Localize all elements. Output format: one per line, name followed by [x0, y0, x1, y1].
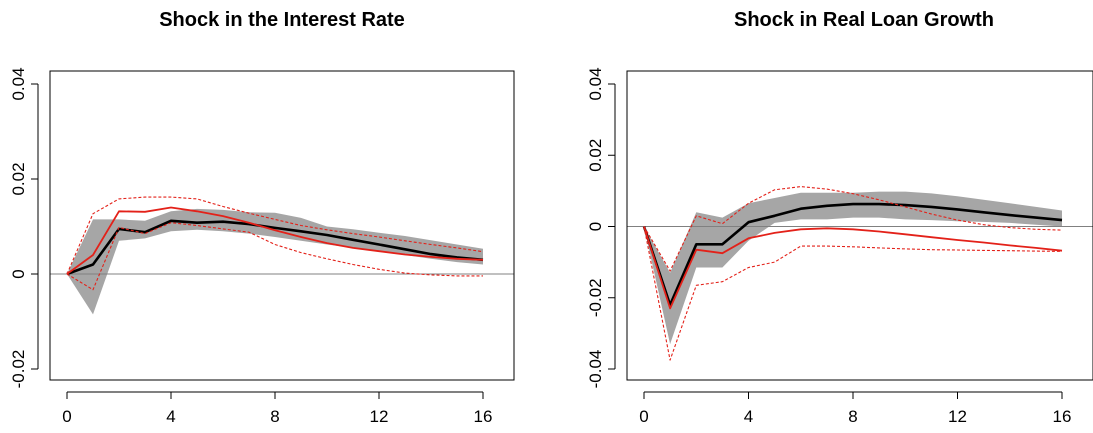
x-tick-label: 0 — [639, 407, 648, 426]
series-line-median — [642, 202, 1063, 307]
y-tick-label: 0.02 — [9, 162, 28, 195]
series-line-alt-lower — [66, 222, 483, 291]
plot-frame — [49, 70, 515, 381]
y-tick-label: -0.04 — [586, 350, 605, 389]
impulse-response-chart-real-loan-growth: Shock in Real Loan Growth 0 4 8 12 16 -0.04 -0… — [586, 9, 1093, 426]
impulse-response-chart-interest-rate: Shock in the Interest Rate 0 4 8 12 16 -0.02 0… — [9, 9, 515, 426]
series-line-alt-median — [643, 226, 1063, 310]
x-tick-label: 16 — [474, 407, 493, 426]
chart-panel-real-loan-growth: Shock in Real Loan Growth 0 4 8 12 16 -0.04 -0… — [547, 0, 1093, 433]
x-tick-label: 8 — [848, 407, 857, 426]
y-tick-label: 0 — [586, 222, 605, 231]
chart-panel-interest-rate: Shock in the Interest Rate 0 4 8 12 16 -0.02 0… — [0, 0, 540, 433]
y-tick-label: -0.02 — [9, 350, 28, 389]
y-tick-label: 0.04 — [9, 67, 28, 100]
y-tick-label: 0.04 — [586, 67, 605, 100]
x-tick-label: 16 — [1053, 407, 1072, 426]
series-line-alt-lower — [643, 226, 1063, 361]
x-tick-label: 0 — [62, 407, 71, 426]
y-tick-label: 0.02 — [586, 139, 605, 172]
series-line-alt-upper — [643, 186, 1063, 272]
x-tick-label: 12 — [370, 407, 389, 426]
x-tick-label: 8 — [270, 407, 279, 426]
x-tick-label: 4 — [166, 407, 175, 426]
y-tick-label: -0.02 — [586, 278, 605, 317]
chart-title: Shock in Real Loan Growth — [734, 9, 994, 31]
x-tick-label: 4 — [744, 407, 753, 426]
confidence-band — [67, 208, 483, 315]
plot-frame — [626, 70, 1093, 381]
x-tick-label: 12 — [948, 407, 967, 426]
series-line-alt-median — [66, 206, 484, 275]
chart-title: Shock in the Interest Rate — [159, 9, 405, 31]
y-tick-label: 0 — [9, 269, 28, 278]
confidence-band — [644, 191, 1062, 345]
series-line-alt-upper — [66, 196, 484, 275]
